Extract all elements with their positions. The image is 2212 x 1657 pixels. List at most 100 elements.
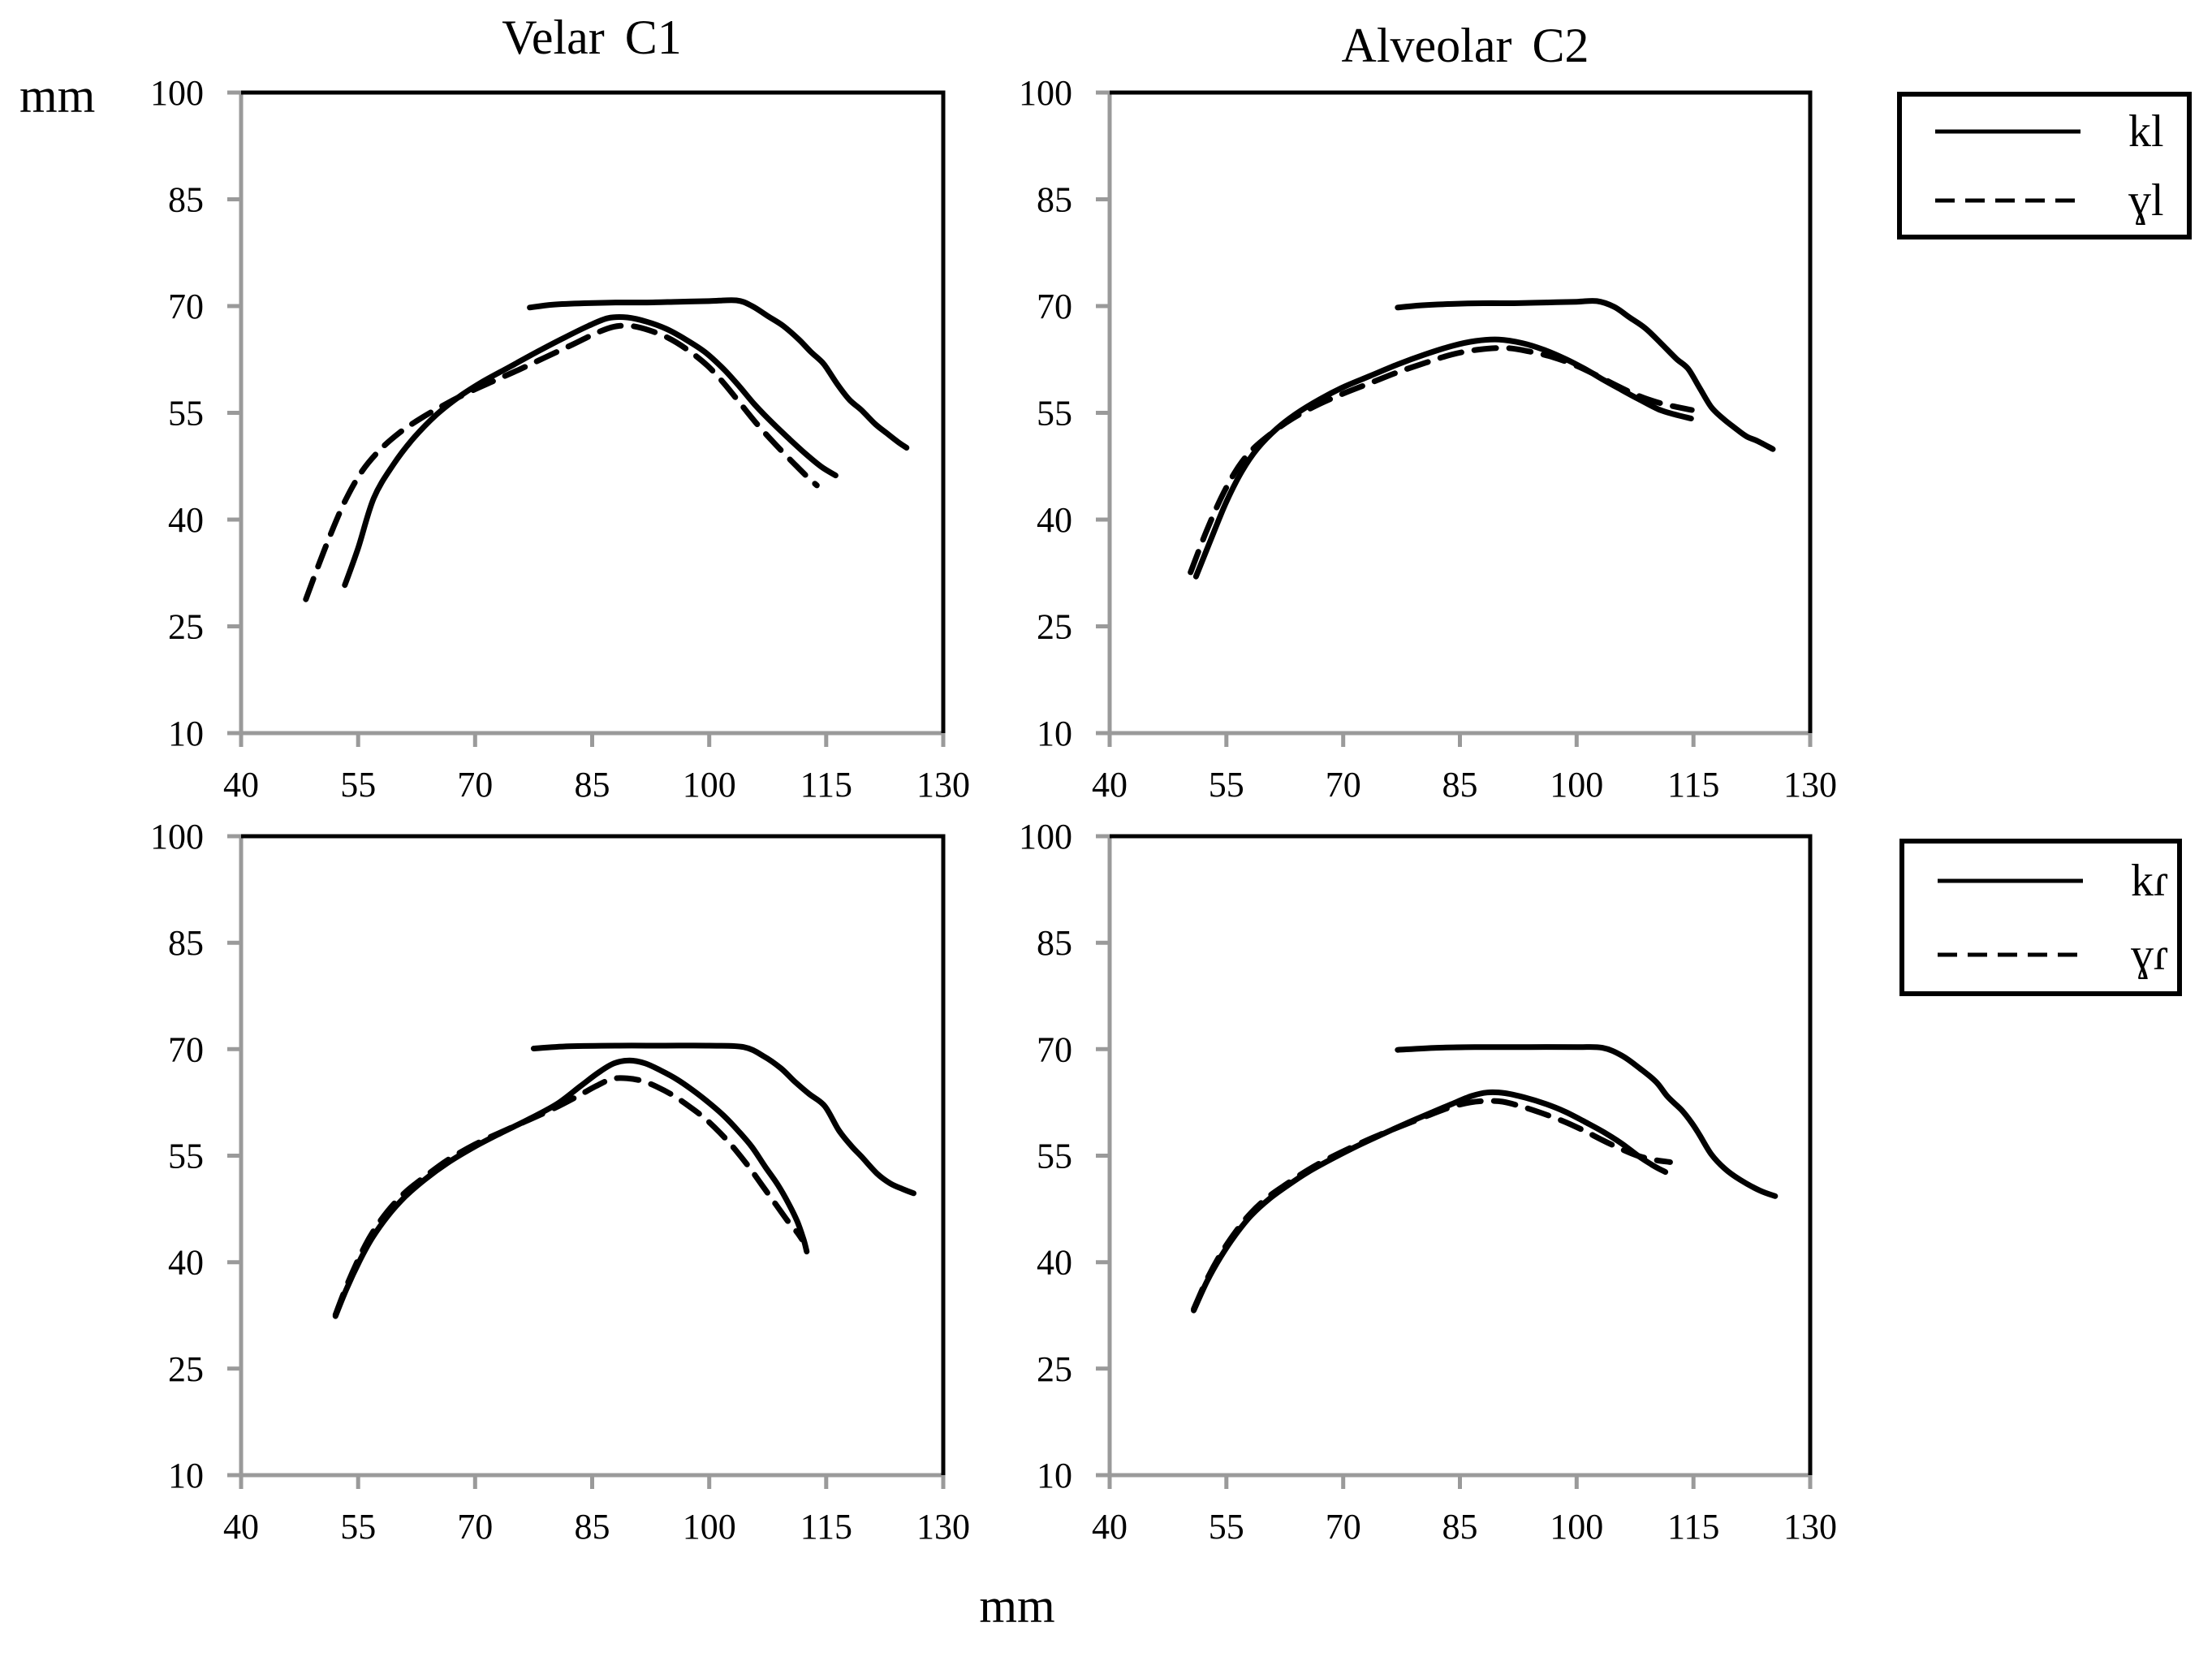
y-tick-label: 85 — [168, 180, 204, 220]
x-tick-label: 85 — [575, 765, 610, 805]
legend-label: ɣɾ — [2131, 929, 2169, 980]
axis-tick-marks — [227, 90, 946, 747]
y-tick-label: 100 — [1019, 73, 1072, 113]
y-tick-label: 85 — [1037, 180, 1072, 220]
x-tick-label: 70 — [457, 765, 493, 805]
y-tick-label: 10 — [1037, 1456, 1072, 1495]
x-tick-label: 40 — [223, 765, 259, 805]
axis-tick-marks — [227, 834, 946, 1489]
x-tick-label: 115 — [1667, 1507, 1719, 1547]
x-tick-label: 85 — [1442, 765, 1478, 805]
panel-plot-1: 40 55 70 85 100 115 130 10 25 40 55 70 85 100 — [1019, 73, 1837, 805]
x-tick-label: 40 — [1092, 1507, 1128, 1547]
x-tick-label: 55 — [340, 1507, 376, 1547]
y-tick-label: 85 — [168, 923, 204, 963]
y-tick-label: 25 — [168, 607, 204, 647]
curve-ɣl — [303, 322, 820, 602]
y-tick-label: 55 — [1037, 1137, 1072, 1176]
axis-tick-marks — [1096, 90, 1813, 747]
x-tick-label: 130 — [916, 765, 970, 805]
y-tick-label: 40 — [168, 1243, 204, 1283]
legend-label: kl — [2128, 106, 2164, 157]
plot-frame-top-right — [241, 834, 946, 1475]
y-tick-label: 10 — [1037, 714, 1072, 753]
x-axis-unit-label: mm — [979, 1579, 1055, 1633]
y-tick-label: 85 — [1037, 923, 1072, 963]
x-tick-label: 100 — [683, 1507, 736, 1547]
solid-line-sample — [1935, 129, 2080, 133]
plot-frame-top-right — [241, 90, 946, 733]
y-tick-label: 25 — [1037, 1349, 1072, 1389]
x-tick-label: 115 — [800, 765, 852, 805]
axis-lines — [239, 93, 943, 736]
y-tick-label: 100 — [150, 817, 204, 857]
legend-l-context: kl ɣl — [1897, 92, 2192, 239]
panel-plot-2: 40 55 70 85 100 115 130 10 25 40 55 70 85 100 — [150, 817, 970, 1547]
y-tick-label: 55 — [1037, 394, 1072, 434]
curve-palate-trace — [1395, 298, 1776, 452]
curve-palate-trace — [530, 1042, 916, 1197]
y-tick-label: 40 — [1037, 500, 1072, 540]
y-tick-label: 10 — [168, 1456, 204, 1495]
legend-entry-kl: kl — [1902, 97, 2187, 166]
x-tick-label: 70 — [1326, 765, 1361, 805]
curve-palate-trace — [1395, 1044, 1779, 1199]
x-tick-label: 100 — [1550, 1507, 1603, 1547]
legend-entry-kɾ: kɾ — [1904, 844, 2177, 917]
curve-kl — [342, 314, 839, 589]
y-tick-label: 100 — [150, 73, 204, 113]
legend-label: ɣl — [2128, 175, 2164, 226]
dashed-line-sample — [1938, 952, 2083, 956]
curve-kɾ — [1191, 1089, 1669, 1314]
y-tick-label: 55 — [168, 394, 204, 434]
dashed-line-sample — [1935, 198, 2080, 202]
legend-tap-context: kɾ ɣɾ — [1899, 839, 2182, 996]
panel-plot-3: 40 55 70 85 100 115 130 10 25 40 55 70 85 100 — [1019, 817, 1837, 1547]
y-tick-label: 70 — [168, 287, 204, 326]
legend-entry-ɣl: ɣl — [1902, 166, 2187, 235]
x-tick-label: 85 — [1442, 1507, 1478, 1547]
y-tick-label: 25 — [1037, 607, 1072, 647]
y-tick-label: 70 — [1037, 1029, 1072, 1069]
x-tick-label: 115 — [800, 1507, 852, 1547]
legend-entry-ɣɾ: ɣɾ — [1904, 917, 2177, 991]
curve-ɣl — [1188, 345, 1695, 576]
x-tick-label: 100 — [1550, 765, 1603, 805]
axis-lines — [239, 836, 943, 1478]
x-tick-label: 130 — [1783, 1507, 1837, 1547]
curve-kl — [1192, 336, 1694, 580]
panel-title-velar-c1: Velar C1 — [502, 11, 682, 64]
x-tick-label: 115 — [1667, 765, 1719, 805]
axis-lines — [1107, 93, 1810, 736]
x-tick-label: 85 — [575, 1507, 610, 1547]
solid-line-sample — [1938, 878, 2083, 882]
panel-plot-0: 40 55 70 85 100 115 130 10 25 40 55 70 85 100 — [150, 73, 970, 805]
x-tick-label: 130 — [916, 1507, 970, 1547]
axis-lines — [1107, 836, 1810, 1478]
y-tick-label: 70 — [1037, 287, 1072, 326]
curve-palate-trace — [527, 297, 910, 451]
x-tick-label: 70 — [1326, 1507, 1361, 1547]
x-tick-label: 100 — [683, 765, 736, 805]
y-axis-unit-label: mm — [19, 69, 96, 123]
panel-title-alveolar-c2: Alveolar C2 — [1341, 19, 1589, 72]
plot-frame-top-right — [1110, 90, 1813, 733]
axis-tick-marks — [1096, 834, 1813, 1489]
legend-label: kɾ — [2131, 855, 2169, 906]
y-tick-label: 70 — [168, 1029, 204, 1069]
x-tick-label: 55 — [340, 765, 376, 805]
plot-frame-top-right — [1110, 834, 1813, 1475]
y-tick-label: 100 — [1019, 817, 1072, 857]
y-tick-label: 25 — [168, 1349, 204, 1389]
y-tick-label: 10 — [168, 714, 204, 753]
x-tick-label: 55 — [1209, 1507, 1244, 1547]
curve-ɣɾ — [1191, 1098, 1673, 1312]
x-tick-label: 130 — [1783, 765, 1837, 805]
y-tick-label: 40 — [1037, 1243, 1072, 1283]
x-tick-label: 70 — [457, 1507, 493, 1547]
y-tick-label: 55 — [168, 1137, 204, 1176]
y-tick-label: 40 — [168, 500, 204, 540]
x-tick-label: 55 — [1209, 765, 1244, 805]
curve-kɾ — [332, 1057, 810, 1319]
